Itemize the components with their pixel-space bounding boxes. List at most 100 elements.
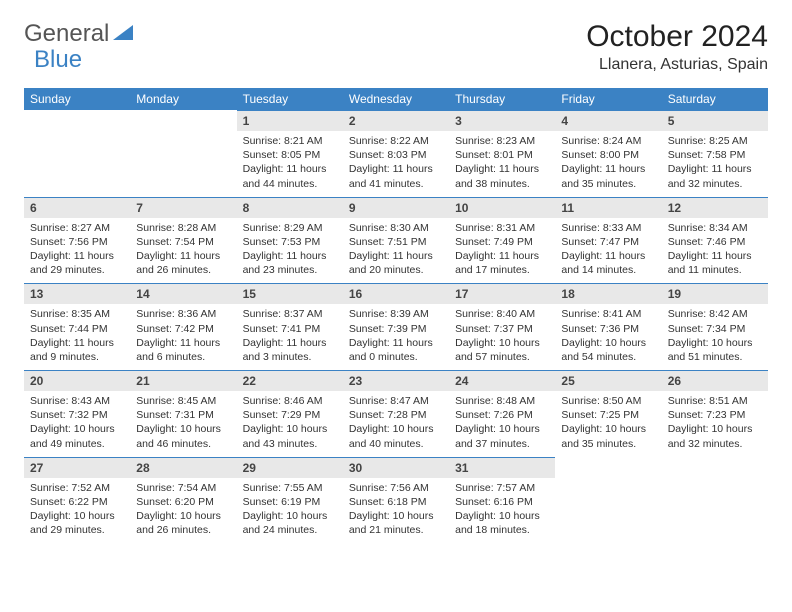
day-number: 27 <box>24 457 130 478</box>
day-number: 21 <box>130 370 236 391</box>
day-body: Sunrise: 8:39 AMSunset: 7:39 PMDaylight:… <box>343 304 449 370</box>
calendar-cell: 17Sunrise: 8:40 AMSunset: 7:37 PMDayligh… <box>449 283 555 370</box>
logo-text-blue: Blue <box>34 46 82 73</box>
location: Llanera, Asturias, Spain <box>586 56 768 74</box>
day-body: Sunrise: 8:50 AMSunset: 7:25 PMDaylight:… <box>555 391 661 457</box>
calendar-cell: 24Sunrise: 8:48 AMSunset: 7:26 PMDayligh… <box>449 370 555 457</box>
day-number: 2 <box>343 110 449 131</box>
calendar-cell: 29Sunrise: 7:55 AMSunset: 6:19 PMDayligh… <box>237 457 343 544</box>
day-number: 5 <box>662 110 768 131</box>
calendar-cell: 10Sunrise: 8:31 AMSunset: 7:49 PMDayligh… <box>449 197 555 284</box>
day-number: 7 <box>130 197 236 218</box>
weekday-header: Friday <box>555 88 661 110</box>
month-title: October 2024 <box>586 20 768 54</box>
day-number: 15 <box>237 283 343 304</box>
day-body: Sunrise: 8:31 AMSunset: 7:49 PMDaylight:… <box>449 218 555 284</box>
day-number: 28 <box>130 457 236 478</box>
day-number: 1 <box>237 110 343 131</box>
calendar-cell: 3Sunrise: 8:23 AMSunset: 8:01 PMDaylight… <box>449 110 555 197</box>
day-body: Sunrise: 7:52 AMSunset: 6:22 PMDaylight:… <box>24 478 130 544</box>
calendar-cell: 31Sunrise: 7:57 AMSunset: 6:16 PMDayligh… <box>449 457 555 544</box>
calendar-cell-empty <box>130 110 236 197</box>
calendar-cell: 4Sunrise: 8:24 AMSunset: 8:00 PMDaylight… <box>555 110 661 197</box>
logo-text-general: General <box>24 20 109 48</box>
day-number: 20 <box>24 370 130 391</box>
calendar-cell-empty <box>24 110 130 197</box>
calendar-cell: 18Sunrise: 8:41 AMSunset: 7:36 PMDayligh… <box>555 283 661 370</box>
day-number: 18 <box>555 283 661 304</box>
day-number: 14 <box>130 283 236 304</box>
day-number: 25 <box>555 370 661 391</box>
day-number: 8 <box>237 197 343 218</box>
day-body: Sunrise: 8:28 AMSunset: 7:54 PMDaylight:… <box>130 218 236 284</box>
calendar-cell: 20Sunrise: 8:43 AMSunset: 7:32 PMDayligh… <box>24 370 130 457</box>
day-number: 6 <box>24 197 130 218</box>
calendar-cell: 2Sunrise: 8:22 AMSunset: 8:03 PMDaylight… <box>343 110 449 197</box>
day-body: Sunrise: 8:35 AMSunset: 7:44 PMDaylight:… <box>24 304 130 370</box>
day-number: 11 <box>555 197 661 218</box>
weekday-header: Tuesday <box>237 88 343 110</box>
weekday-header: Thursday <box>449 88 555 110</box>
logo: General <box>24 20 137 48</box>
calendar-cell-empty <box>555 457 661 544</box>
calendar-row: 20Sunrise: 8:43 AMSunset: 7:32 PMDayligh… <box>24 370 768 457</box>
day-body: Sunrise: 8:41 AMSunset: 7:36 PMDaylight:… <box>555 304 661 370</box>
title-block: October 2024 Llanera, Asturias, Spain <box>586 20 768 74</box>
day-body: Sunrise: 7:54 AMSunset: 6:20 PMDaylight:… <box>130 478 236 544</box>
calendar-cell: 27Sunrise: 7:52 AMSunset: 6:22 PMDayligh… <box>24 457 130 544</box>
day-body: Sunrise: 7:57 AMSunset: 6:16 PMDaylight:… <box>449 478 555 544</box>
day-body: Sunrise: 8:36 AMSunset: 7:42 PMDaylight:… <box>130 304 236 370</box>
day-body: Sunrise: 8:30 AMSunset: 7:51 PMDaylight:… <box>343 218 449 284</box>
day-body: Sunrise: 8:34 AMSunset: 7:46 PMDaylight:… <box>662 218 768 284</box>
day-body: Sunrise: 8:37 AMSunset: 7:41 PMDaylight:… <box>237 304 343 370</box>
calendar-cell: 26Sunrise: 8:51 AMSunset: 7:23 PMDayligh… <box>662 370 768 457</box>
day-number: 31 <box>449 457 555 478</box>
calendar-body: 1Sunrise: 8:21 AMSunset: 8:05 PMDaylight… <box>24 110 768 543</box>
calendar-cell: 9Sunrise: 8:30 AMSunset: 7:51 PMDaylight… <box>343 197 449 284</box>
calendar-cell: 15Sunrise: 8:37 AMSunset: 7:41 PMDayligh… <box>237 283 343 370</box>
day-number: 24 <box>449 370 555 391</box>
calendar-row: 27Sunrise: 7:52 AMSunset: 6:22 PMDayligh… <box>24 457 768 544</box>
calendar-cell: 30Sunrise: 7:56 AMSunset: 6:18 PMDayligh… <box>343 457 449 544</box>
calendar-cell: 14Sunrise: 8:36 AMSunset: 7:42 PMDayligh… <box>130 283 236 370</box>
day-number: 30 <box>343 457 449 478</box>
day-body: Sunrise: 8:29 AMSunset: 7:53 PMDaylight:… <box>237 218 343 284</box>
weekday-header: Saturday <box>662 88 768 110</box>
weekday-row: SundayMondayTuesdayWednesdayThursdayFrid… <box>24 88 768 110</box>
day-number: 23 <box>343 370 449 391</box>
day-body: Sunrise: 8:48 AMSunset: 7:26 PMDaylight:… <box>449 391 555 457</box>
calendar-cell: 7Sunrise: 8:28 AMSunset: 7:54 PMDaylight… <box>130 197 236 284</box>
calendar-cell: 12Sunrise: 8:34 AMSunset: 7:46 PMDayligh… <box>662 197 768 284</box>
day-number: 3 <box>449 110 555 131</box>
weekday-header: Sunday <box>24 88 130 110</box>
day-body: Sunrise: 8:45 AMSunset: 7:31 PMDaylight:… <box>130 391 236 457</box>
day-number: 22 <box>237 370 343 391</box>
day-body: Sunrise: 8:21 AMSunset: 8:05 PMDaylight:… <box>237 131 343 197</box>
day-body: Sunrise: 8:33 AMSunset: 7:47 PMDaylight:… <box>555 218 661 284</box>
day-body: Sunrise: 8:23 AMSunset: 8:01 PMDaylight:… <box>449 131 555 197</box>
calendar-cell: 28Sunrise: 7:54 AMSunset: 6:20 PMDayligh… <box>130 457 236 544</box>
day-body: Sunrise: 8:43 AMSunset: 7:32 PMDaylight:… <box>24 391 130 457</box>
day-body: Sunrise: 8:25 AMSunset: 7:58 PMDaylight:… <box>662 131 768 197</box>
day-body: Sunrise: 8:47 AMSunset: 7:28 PMDaylight:… <box>343 391 449 457</box>
day-body: Sunrise: 8:42 AMSunset: 7:34 PMDaylight:… <box>662 304 768 370</box>
day-number: 9 <box>343 197 449 218</box>
day-body: Sunrise: 8:40 AMSunset: 7:37 PMDaylight:… <box>449 304 555 370</box>
calendar-cell: 19Sunrise: 8:42 AMSunset: 7:34 PMDayligh… <box>662 283 768 370</box>
calendar-row: 6Sunrise: 8:27 AMSunset: 7:56 PMDaylight… <box>24 197 768 284</box>
calendar-cell: 6Sunrise: 8:27 AMSunset: 7:56 PMDaylight… <box>24 197 130 284</box>
weekday-header: Monday <box>130 88 236 110</box>
day-body: Sunrise: 8:46 AMSunset: 7:29 PMDaylight:… <box>237 391 343 457</box>
day-number: 29 <box>237 457 343 478</box>
day-body: Sunrise: 7:56 AMSunset: 6:18 PMDaylight:… <box>343 478 449 544</box>
calendar-cell: 25Sunrise: 8:50 AMSunset: 7:25 PMDayligh… <box>555 370 661 457</box>
calendar-cell: 8Sunrise: 8:29 AMSunset: 7:53 PMDaylight… <box>237 197 343 284</box>
calendar-table: SundayMondayTuesdayWednesdayThursdayFrid… <box>24 88 768 543</box>
calendar-cell-empty <box>662 457 768 544</box>
day-number: 16 <box>343 283 449 304</box>
day-body: Sunrise: 8:22 AMSunset: 8:03 PMDaylight:… <box>343 131 449 197</box>
logo-line2: Blue <box>34 46 82 74</box>
day-body: Sunrise: 8:51 AMSunset: 7:23 PMDaylight:… <box>662 391 768 457</box>
calendar-cell: 5Sunrise: 8:25 AMSunset: 7:58 PMDaylight… <box>662 110 768 197</box>
header: General October 2024 Llanera, Asturias, … <box>24 20 768 74</box>
